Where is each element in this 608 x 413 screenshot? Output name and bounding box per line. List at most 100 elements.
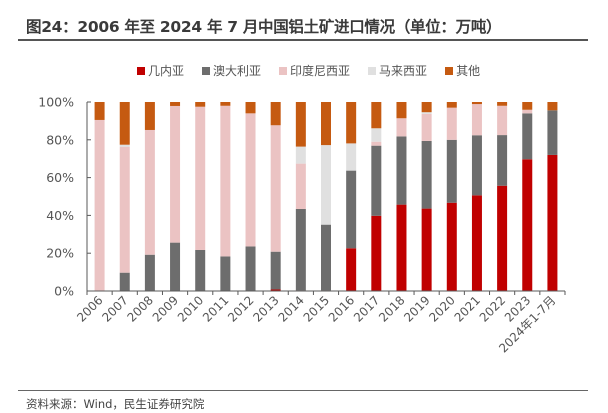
y-tick-label: 60%: [46, 170, 74, 185]
legend-swatch: [368, 66, 377, 75]
bar-segment: [119, 102, 130, 145]
bar-segment: [295, 102, 306, 147]
y-tick-label: 100%: [38, 95, 74, 110]
bar-segment: [371, 141, 382, 146]
y-tick-label: 80%: [46, 132, 74, 147]
x-tick-label: 2009: [150, 293, 181, 324]
bar-segment: [144, 254, 155, 291]
legend-label: 澳大利亚: [213, 64, 262, 78]
bar-segment: [346, 248, 357, 291]
bar-segment: [144, 102, 155, 130]
legend-item: 马来西亚: [368, 62, 427, 79]
x-tick-label: 2018: [376, 293, 407, 324]
bar-segment: [295, 163, 306, 209]
bar-segment: [497, 102, 508, 106]
bar-segment: [245, 102, 256, 114]
bar-segment: [220, 256, 231, 291]
legend-item: 几内亚: [137, 62, 184, 79]
bar-segment: [421, 140, 432, 209]
bar-segment: [396, 204, 407, 291]
bar-segment: [220, 102, 231, 106]
legend-label: 其他: [456, 64, 481, 78]
bar-segment: [144, 129, 155, 255]
x-tick-label: 2017: [351, 293, 382, 324]
bar-segment: [170, 102, 181, 106]
legend-item: 其他: [445, 62, 480, 79]
bar-segment: [170, 105, 181, 243]
legend-swatch: [279, 66, 288, 75]
x-tick-label: 2016: [326, 293, 357, 324]
bar-segment: [195, 102, 206, 107]
x-tick-label: 2021: [452, 293, 483, 324]
bar-segment: [471, 102, 482, 105]
bar-segment: [321, 224, 331, 291]
bar-segment: [220, 105, 231, 257]
y-tick-label: 20%: [46, 246, 74, 261]
bar-segment: [170, 242, 181, 291]
bar-segment: [119, 272, 130, 291]
bar-segment: [94, 119, 105, 291]
x-tick-label: 2007: [99, 293, 130, 324]
bar-segment: [547, 154, 558, 291]
footer-divider: [18, 390, 588, 391]
bar-segment: [270, 125, 281, 252]
y-tick-label: 0%: [54, 284, 74, 299]
bar-segment: [295, 208, 306, 291]
x-tick-label: 2013: [250, 293, 281, 324]
bar-segment: [195, 249, 206, 291]
bar-segment: [446, 102, 457, 108]
x-tick-label: 2010: [175, 293, 206, 324]
x-tick-label: 2011: [200, 293, 231, 324]
bars-group: [94, 102, 558, 291]
bar-segment: [522, 113, 533, 160]
bar-segment: [371, 215, 382, 291]
x-tick-label: 2008: [125, 293, 156, 324]
bar-segment: [421, 112, 432, 114]
bar-segment: [321, 102, 331, 146]
x-tick-label: 2015: [301, 293, 332, 324]
bar-segment: [270, 251, 281, 290]
bar-segment: [497, 185, 508, 291]
bar-segment: [396, 136, 407, 205]
x-tick-label: 2014: [275, 293, 306, 324]
bar-segment: [497, 135, 508, 186]
bar-segment: [421, 102, 432, 113]
legend-item: 印度尼西亚: [279, 62, 350, 79]
stacked-bar-chart: 0%20%40%60%80%100%2006200720082009201020…: [38, 95, 566, 356]
bar-segment: [371, 128, 382, 142]
bar-segment: [270, 289, 281, 291]
bar-segment: [522, 109, 533, 114]
bar-segment: [346, 143, 357, 171]
bar-segment: [421, 113, 432, 141]
bar-segment: [371, 145, 382, 216]
x-tick-label: 2019: [401, 293, 432, 324]
bar-segment: [446, 107, 457, 140]
bar-segment: [471, 135, 482, 196]
y-tick-label: 40%: [46, 208, 74, 223]
bar-segment: [245, 246, 256, 291]
bar-segment: [371, 102, 382, 129]
legend-item: 澳大利亚: [202, 62, 261, 79]
x-tick-label: 2006: [74, 293, 105, 324]
bar-segment: [245, 113, 256, 247]
bar-segment: [471, 104, 482, 136]
bar-segment: [522, 102, 533, 110]
bar-segment: [446, 202, 457, 291]
bar-segment: [396, 118, 407, 137]
legend-swatch: [445, 66, 454, 75]
bar-segment: [346, 170, 357, 249]
bar-segment: [119, 144, 130, 147]
legend-swatch: [137, 66, 145, 75]
chart-title: 图24：2006 年至 2024 年 7 月中国铝土矿进口情况（单位：万吨）: [26, 18, 502, 36]
bar-segment: [346, 102, 357, 144]
bar-segment: [396, 102, 407, 119]
chart-legend: 几内亚 澳大利亚 印度尼西亚 马来西亚 其他: [137, 62, 480, 79]
bar-segment: [522, 159, 533, 291]
bar-segment: [446, 139, 457, 203]
bar-segment: [497, 105, 508, 136]
source-note: 资料来源：Wind，民生证券研究院: [26, 397, 205, 411]
bar-segment: [195, 106, 206, 250]
bar-segment: [321, 145, 331, 225]
legend-label: 几内亚: [148, 64, 185, 78]
title-divider: [18, 39, 588, 41]
